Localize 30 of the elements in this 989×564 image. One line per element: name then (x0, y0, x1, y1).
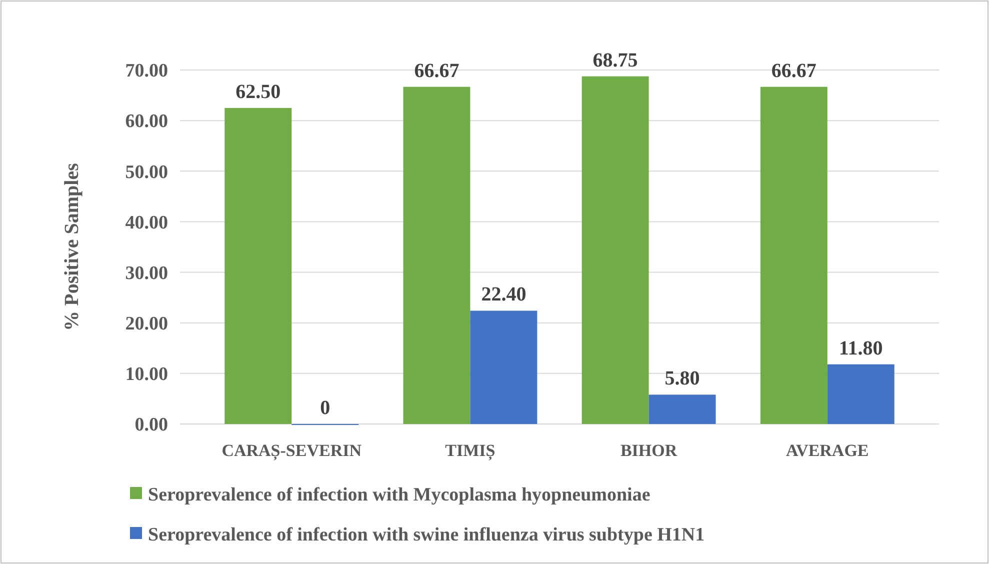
x-tick-label: CARAȘ-SEVERIN (222, 441, 362, 461)
data-label: 66.67 (414, 60, 460, 82)
y-tick-label: 20.00 (125, 314, 168, 335)
legend-label: Seroprevalence of infection with swine influenza virus subtype H1N1 (148, 524, 705, 546)
y-tick-label: 0.00 (134, 414, 168, 436)
data-label: 11.80 (838, 337, 883, 360)
legend-label: Seroprevalence of infection with Mycoplasma hyopneumoniae (148, 484, 650, 506)
bar (648, 394, 716, 424)
data-label: 62.50 (236, 80, 281, 103)
y-tick-label: 40.00 (125, 212, 168, 234)
data-label: 5.80 (664, 368, 700, 390)
bar (582, 76, 649, 424)
y-tick-label: 50.00 (125, 162, 168, 183)
y-tick-label: 10.00 (125, 364, 168, 386)
y-tick-label: 60.00 (125, 111, 168, 132)
bar (403, 86, 470, 424)
y-tick-label: 30.00 (125, 262, 168, 284)
bar (827, 364, 894, 424)
x-tick-label: AVERAGE (786, 441, 869, 460)
x-tick-label: BIHOR (620, 441, 678, 460)
y-axis-title: % Positive Samples (61, 162, 83, 331)
x-tick-label: TIMIȘ (445, 441, 496, 461)
bar (224, 108, 292, 424)
bar (760, 86, 828, 424)
y-tick-label: 70.00 (125, 60, 168, 82)
data-label: 0 (320, 397, 330, 419)
data-label: 68.75 (592, 49, 638, 72)
data-label: 22.40 (481, 284, 526, 306)
data-label: 66.67 (771, 60, 816, 82)
bar (470, 310, 538, 424)
